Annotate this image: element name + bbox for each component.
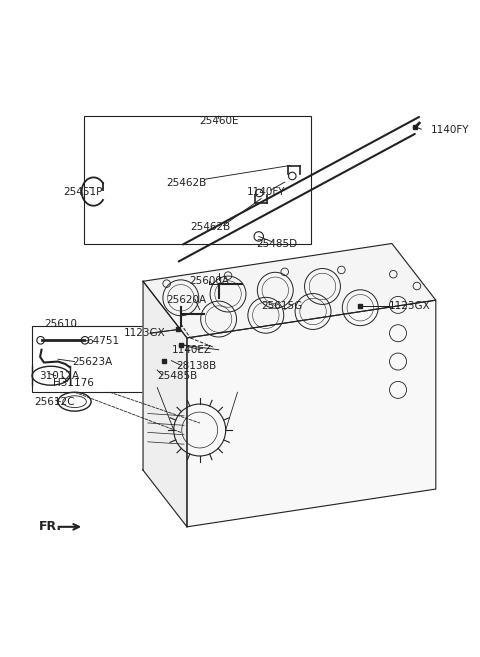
Text: 28138B: 28138B bbox=[176, 361, 216, 371]
Polygon shape bbox=[143, 244, 436, 338]
Text: 25620A: 25620A bbox=[167, 295, 207, 305]
Text: H31176: H31176 bbox=[53, 378, 94, 388]
Text: 64751: 64751 bbox=[86, 336, 120, 346]
Text: 25485D: 25485D bbox=[256, 238, 298, 248]
Text: 1123GX: 1123GX bbox=[124, 328, 166, 338]
Text: 25615G: 25615G bbox=[261, 301, 302, 311]
Polygon shape bbox=[187, 300, 436, 527]
Text: FR.: FR. bbox=[39, 520, 62, 533]
Text: 25623A: 25623A bbox=[72, 357, 112, 367]
Polygon shape bbox=[143, 281, 187, 527]
Text: 25600A: 25600A bbox=[189, 277, 229, 286]
Text: 25612C: 25612C bbox=[35, 397, 75, 407]
Text: 25462B: 25462B bbox=[190, 222, 230, 232]
Text: 31012A: 31012A bbox=[39, 371, 79, 380]
Text: 25451P: 25451P bbox=[63, 187, 102, 196]
Text: 1123GX: 1123GX bbox=[389, 301, 431, 311]
Bar bbox=[32, 326, 159, 392]
Text: 25485B: 25485B bbox=[157, 371, 197, 380]
Text: 1140EZ: 1140EZ bbox=[171, 345, 211, 355]
Text: 25610: 25610 bbox=[44, 319, 77, 328]
Text: 1140FY: 1140FY bbox=[247, 187, 286, 196]
Bar bbox=[84, 116, 311, 244]
Text: 25462B: 25462B bbox=[167, 178, 207, 188]
Text: 25460E: 25460E bbox=[199, 116, 239, 125]
Text: 1140FY: 1140FY bbox=[431, 125, 469, 135]
